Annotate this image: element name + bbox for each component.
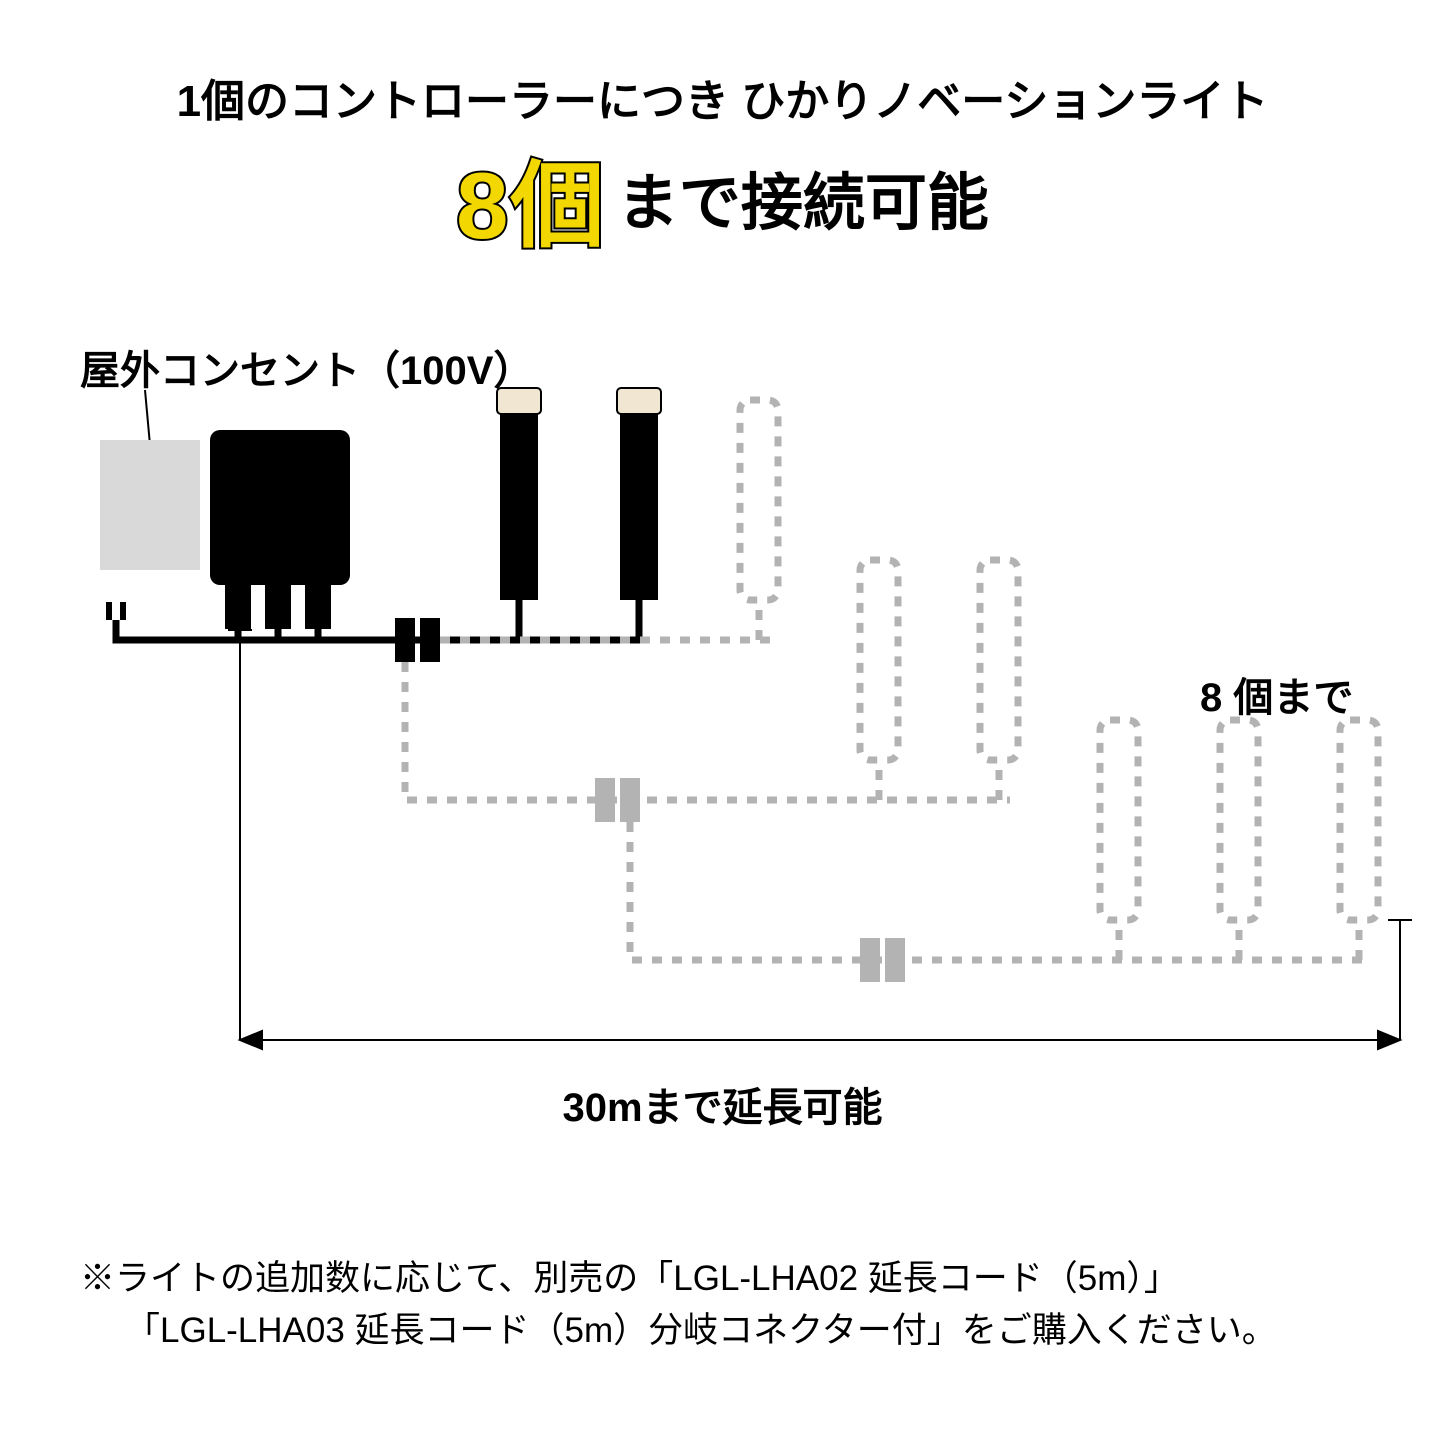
diagram-svg bbox=[0, 0, 1445, 1445]
dimension-30m bbox=[228, 630, 1412, 1049]
plug-prong2 bbox=[120, 602, 126, 620]
light-2 bbox=[617, 388, 661, 600]
connector-solid bbox=[395, 618, 415, 662]
cable-dash-row2-down bbox=[405, 662, 1010, 800]
light-1 bbox=[497, 388, 541, 600]
light-ph-1 bbox=[740, 400, 778, 600]
light-ph-3 bbox=[980, 560, 1018, 760]
controller-out1 bbox=[225, 585, 251, 629]
outlet-leader bbox=[145, 390, 150, 445]
controller-box bbox=[210, 430, 350, 585]
light-ph-5 bbox=[1220, 720, 1258, 920]
connector-row3a bbox=[860, 938, 880, 982]
diagram-canvas: 1個のコントローラーにつき ひかりノベーションライト 8個 まで接続可能 屋外コ… bbox=[0, 0, 1445, 1445]
plug-prong bbox=[106, 602, 112, 620]
light-ph-6 bbox=[1340, 720, 1378, 920]
controller-out2 bbox=[265, 585, 291, 629]
outlet-box bbox=[100, 440, 200, 570]
connector-row2b bbox=[620, 778, 640, 822]
connector-solid-2 bbox=[420, 618, 440, 662]
connector-row2a bbox=[595, 778, 615, 822]
connector-row3b bbox=[885, 938, 905, 982]
controller-out3 bbox=[305, 585, 331, 629]
light-ph-4 bbox=[1100, 720, 1138, 920]
light-ph-2 bbox=[860, 560, 898, 760]
